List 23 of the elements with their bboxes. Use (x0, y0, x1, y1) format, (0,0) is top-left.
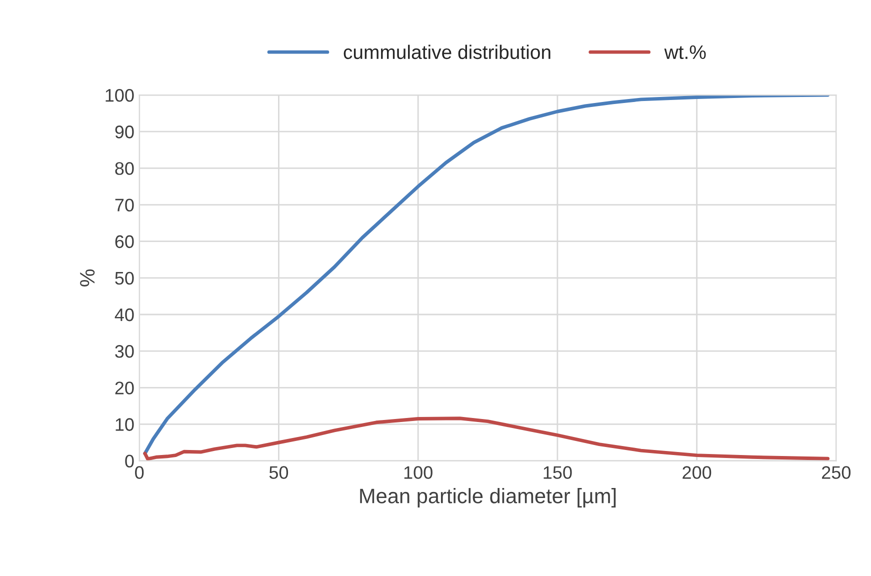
y-tick-label: 40 (114, 308, 134, 322)
legend-label: cummulative distribution (344, 44, 550, 60)
x-tick-label: 250 (822, 466, 851, 479)
y-tick-label: 0 (125, 454, 134, 468)
x-tick-label: 200 (682, 466, 712, 479)
x-tick-label: 0 (135, 466, 144, 479)
y-tick-label: 100 (106, 88, 134, 102)
y-tick-label: 80 (115, 162, 134, 175)
x-tick-label: 50 (269, 466, 288, 479)
x-tick-label: 150 (544, 466, 572, 479)
y-tick-label: 90 (115, 126, 134, 138)
y-tick-label: 20 (115, 382, 134, 394)
line-series (143, 95, 830, 456)
y-tick-label: 50 (115, 272, 134, 285)
x-axis-title: Mean particle diameter [µm] (360, 488, 616, 508)
y-tick-label: 60 (115, 235, 134, 248)
y-tick-label: 70 (115, 198, 134, 212)
x-tick-label: 100 (404, 466, 432, 479)
y-axis-title: % (80, 269, 95, 286)
y-tick-label: 10 (116, 418, 134, 431)
line-series (143, 416, 830, 461)
y-tick-label: 30 (115, 345, 134, 358)
legend-label: wt.% (664, 45, 706, 60)
